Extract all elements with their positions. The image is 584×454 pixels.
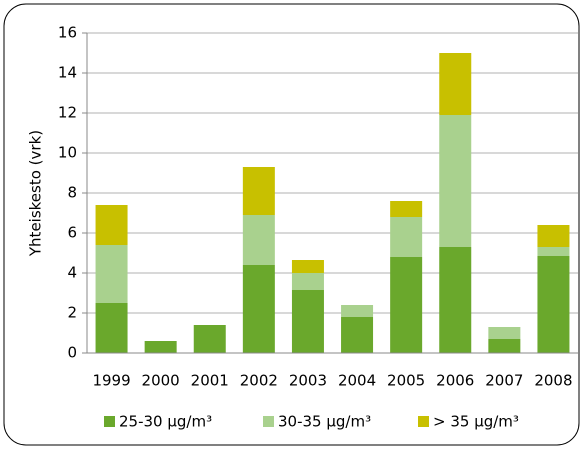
bar-segment [439, 115, 472, 247]
y-tick-label: 10 [58, 144, 77, 162]
x-tick-label: 2007 [485, 372, 523, 390]
bar-segment [144, 341, 177, 353]
legend-swatch [104, 416, 115, 427]
x-tick-label: 2002 [240, 372, 278, 390]
legend-swatch [418, 416, 429, 427]
bar-segment [341, 305, 374, 317]
bar-segment [291, 273, 324, 290]
legend-label: > 35 µg/m³ [433, 413, 519, 431]
bar-segment [390, 257, 423, 353]
bar-segment [439, 53, 472, 115]
bar-segment [488, 327, 521, 339]
x-tick-label: 2004 [338, 372, 376, 390]
y-axis-label: Yhteiskesto (vrk) [27, 130, 45, 257]
bar-segment [242, 215, 275, 265]
y-tick-label: 14 [58, 64, 77, 82]
bar-segment [242, 265, 275, 353]
bar-segment [193, 325, 226, 353]
x-tick-label: 2006 [436, 372, 474, 390]
bar-segment [291, 290, 324, 353]
legend-label: 25-30 µg/m³ [119, 413, 212, 431]
bar-segment [390, 201, 423, 217]
y-tick-label: 8 [67, 184, 77, 202]
x-tick-label: 2001 [191, 372, 229, 390]
bar-segment [537, 225, 570, 247]
y-tick-label: 0 [67, 344, 77, 362]
y-tick-label: 12 [58, 104, 77, 122]
y-tick-label: 4 [67, 264, 77, 282]
bar-segment [390, 217, 423, 257]
bar-segment [95, 303, 128, 353]
x-tick-label: 2000 [142, 372, 180, 390]
bar-segment [488, 339, 521, 353]
bar-segment [537, 247, 570, 256]
bar-segment [95, 205, 128, 245]
x-tick-label: 2008 [534, 372, 572, 390]
bar-segment [439, 247, 472, 353]
bar-segment [537, 256, 570, 353]
legend-label: 30-35 µg/m³ [278, 413, 371, 431]
bar-segment [291, 260, 324, 273]
x-tick-label: 1999 [92, 372, 130, 390]
x-tick-label: 2005 [387, 372, 425, 390]
y-tick-label: 2 [67, 304, 77, 322]
x-tick-label: 2003 [289, 372, 327, 390]
bar-segment [95, 245, 128, 303]
y-tick-label: 16 [58, 24, 77, 42]
chart-frame [3, 3, 580, 446]
y-tick-label: 6 [67, 224, 77, 242]
bar-segment [341, 317, 374, 353]
bar-segment [242, 167, 275, 215]
legend-swatch [263, 416, 274, 427]
